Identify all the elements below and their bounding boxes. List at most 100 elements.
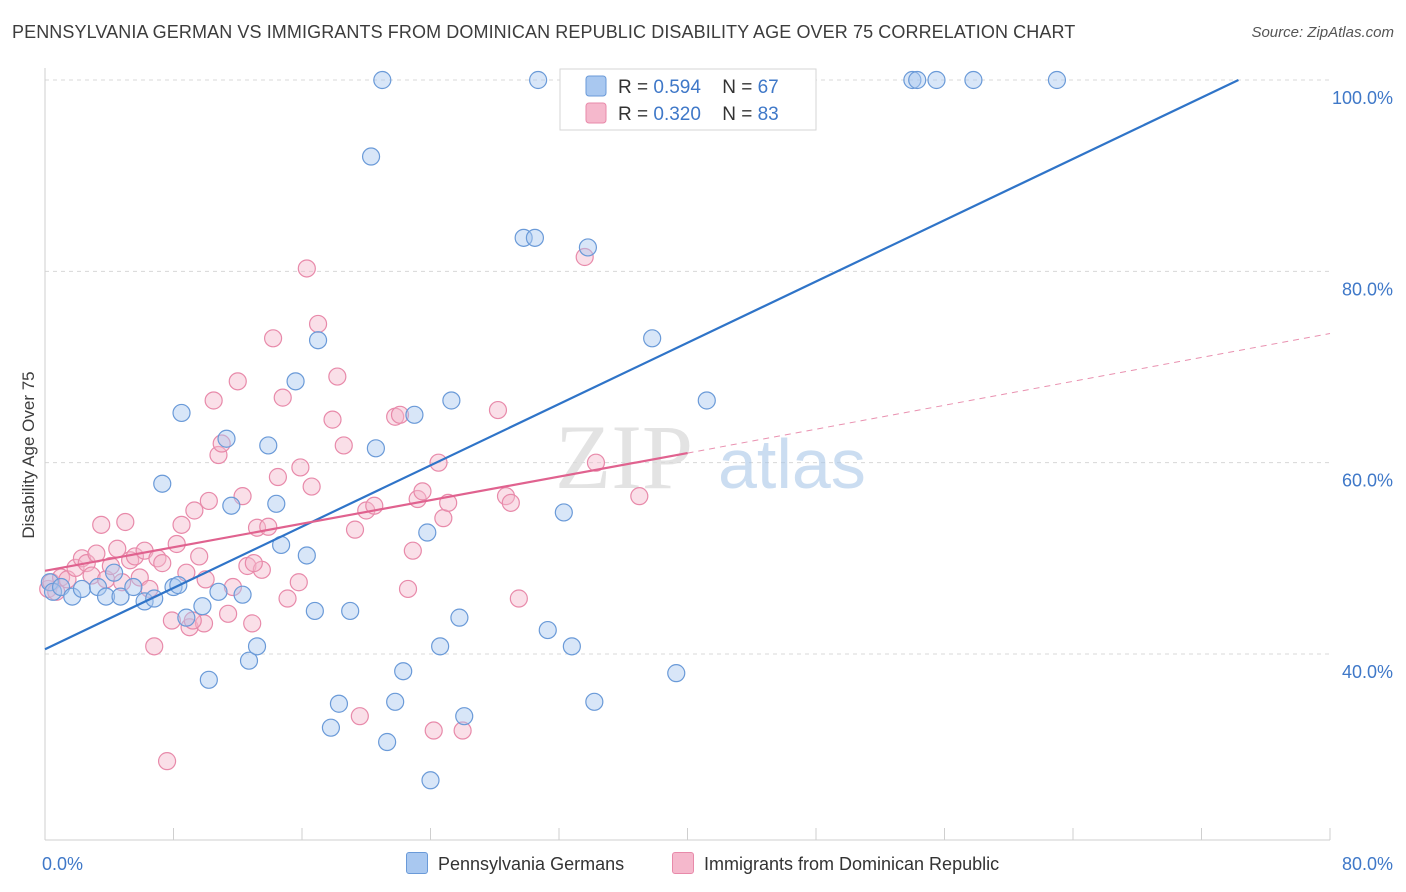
dominican-point-66 (413, 482, 432, 501)
pennsylvania-point-18 (199, 670, 218, 689)
pennsylvania-point-41 (405, 405, 424, 424)
pennsylvania-point-57 (667, 664, 686, 683)
dominican-point-8 (82, 566, 101, 585)
pennsylvania-point-24 (247, 637, 267, 656)
pennsylvania-point-15 (172, 403, 191, 423)
pennsylvania-point-32 (329, 694, 349, 713)
pennsylvania-point-37 (373, 70, 392, 90)
pennsylvania-point-11 (145, 589, 164, 608)
pennsylvania-point-12 (153, 474, 172, 493)
dominican-point-30 (185, 501, 204, 520)
pennsylvania-point-0 (40, 573, 59, 592)
y-axis-label: Disability Age Over 75 (19, 371, 38, 538)
dominican-point-52 (302, 477, 321, 496)
svg-text:R = 0.594 N = 67: R = 0.594 N = 67 (618, 77, 779, 98)
legend-stats: R = 0.594 N = 67 R = 0.320 N = 83 (559, 68, 817, 131)
dominican-point-56 (334, 436, 353, 455)
dominican-point-58 (350, 707, 369, 726)
pennsylvania-point-6 (96, 587, 116, 606)
pennsylvania-point-21 (222, 496, 241, 515)
pennsylvania-point-60 (908, 70, 927, 90)
dominican-point-76 (575, 247, 594, 267)
y-tick-label-80: 80.0% (1342, 279, 1393, 299)
dominican-point-42 (243, 614, 262, 633)
pennsylvania-point-7 (104, 563, 124, 582)
legend-label-pennsylvania-germans: Pennsylvania Germans (438, 854, 625, 874)
series-immigrants-dominican-republic (39, 247, 649, 771)
pennsylvania-point-14 (177, 608, 196, 627)
series-pennsylvania-germans (40, 70, 1067, 790)
pennsylvania-point-35 (361, 147, 381, 166)
pennsylvania-point-42 (418, 523, 437, 542)
chart-title: PENNSYLVANIA GERMAN VS IMMIGRANTS FROM D… (12, 22, 1076, 42)
y-tick-label-60: 60.0% (1342, 471, 1393, 491)
dominican-point-34 (204, 391, 223, 410)
dominican-point-77 (586, 453, 606, 472)
pennsylvania-point-56 (643, 329, 662, 348)
tick-labels: 40.0% 60.0% 80.0% 100.0% 0.0% 80.0% (42, 88, 1393, 874)
dominican-point-81 (244, 554, 263, 573)
pennsylvania-point-46 (450, 608, 469, 627)
pennsylvania-point-17 (193, 597, 212, 616)
dominican-point-75 (509, 589, 528, 608)
pennsylvania-point-58 (697, 391, 716, 410)
pennsylvania-point-51 (538, 620, 557, 640)
pennsylvania-point-31 (308, 331, 328, 350)
pennsylvania-point-47 (455, 707, 474, 726)
dominican-point-24 (157, 752, 177, 771)
pennsylvania-point-22 (233, 585, 252, 604)
dominican-point-49 (278, 589, 297, 608)
dominican-point-25 (162, 611, 181, 630)
dominican-point-35 (209, 445, 228, 465)
pennsylvania-point-30 (305, 601, 324, 621)
pennsylvania-point-38 (378, 732, 397, 752)
pennsylvania-point-55 (585, 692, 604, 711)
pennsylvania-point-33 (321, 718, 341, 737)
legend-swatch-pink (585, 102, 607, 124)
dominican-point-46 (263, 329, 283, 348)
legend-item-pennsylvania-germans[interactable]: Pennsylvania Germans (406, 852, 624, 875)
dominican-point-69 (434, 509, 453, 528)
x-tick-label-min: 0.0% (42, 854, 83, 874)
pennsylvania-point-54 (578, 238, 598, 257)
trend-line-immigrants-dominican-republic (44, 452, 688, 572)
dominican-point-74 (501, 493, 520, 512)
dominican-point-45 (259, 517, 278, 536)
pennsylvania-point-62 (964, 70, 983, 90)
legend-swatch-immigrants-dominican-republic (672, 852, 694, 874)
pennsylvania-point-23 (239, 651, 259, 670)
y-tick-label-100: 100.0% (1332, 88, 1393, 108)
gridlines (45, 79, 1330, 655)
pennsylvania-point-53 (562, 637, 581, 656)
dominican-point-54 (323, 410, 342, 429)
pennsylvania-point-52 (554, 503, 573, 522)
trend-extension-immigrants-dominican-republic (687, 333, 1331, 454)
pennsylvania-point-26 (267, 494, 286, 513)
x-tick-label-max: 80.0% (1342, 854, 1393, 874)
n-value-blue: 67 (758, 77, 779, 98)
pennsylvania-point-8 (111, 587, 130, 606)
pennsylvania-point-43 (421, 771, 440, 790)
pennsylvania-point-9 (124, 577, 143, 597)
source-label: Source: ZipAtlas.com (1251, 24, 1394, 41)
dominican-point-33 (199, 491, 218, 511)
pennsylvania-point-19 (209, 582, 228, 601)
pennsylvania-point-40 (394, 662, 413, 681)
dominican-point-51 (297, 259, 316, 278)
legend-item-immigrants-dominican-republic[interactable]: Immigrants from Dominican Republic (672, 852, 999, 875)
dominican-point-26 (167, 534, 186, 554)
dominican-point-48 (273, 388, 292, 407)
dominican-point-31 (190, 547, 209, 566)
pennsylvania-point-61 (927, 70, 946, 90)
trend-line-pennsylvania-germans (44, 79, 1239, 651)
dominican-point-38 (223, 577, 243, 597)
n-value-pink: 83 (758, 104, 779, 125)
dominican-point-78 (630, 487, 649, 506)
pennsylvania-point-36 (366, 439, 385, 458)
legend-label-immigrants-dominican-republic: Immigrants from Dominican Republic (704, 854, 1000, 874)
dominican-point-71 (453, 721, 472, 740)
pennsylvania-point-25 (259, 436, 278, 455)
dominican-point-50 (291, 458, 310, 477)
dominican-point-82 (289, 573, 308, 592)
